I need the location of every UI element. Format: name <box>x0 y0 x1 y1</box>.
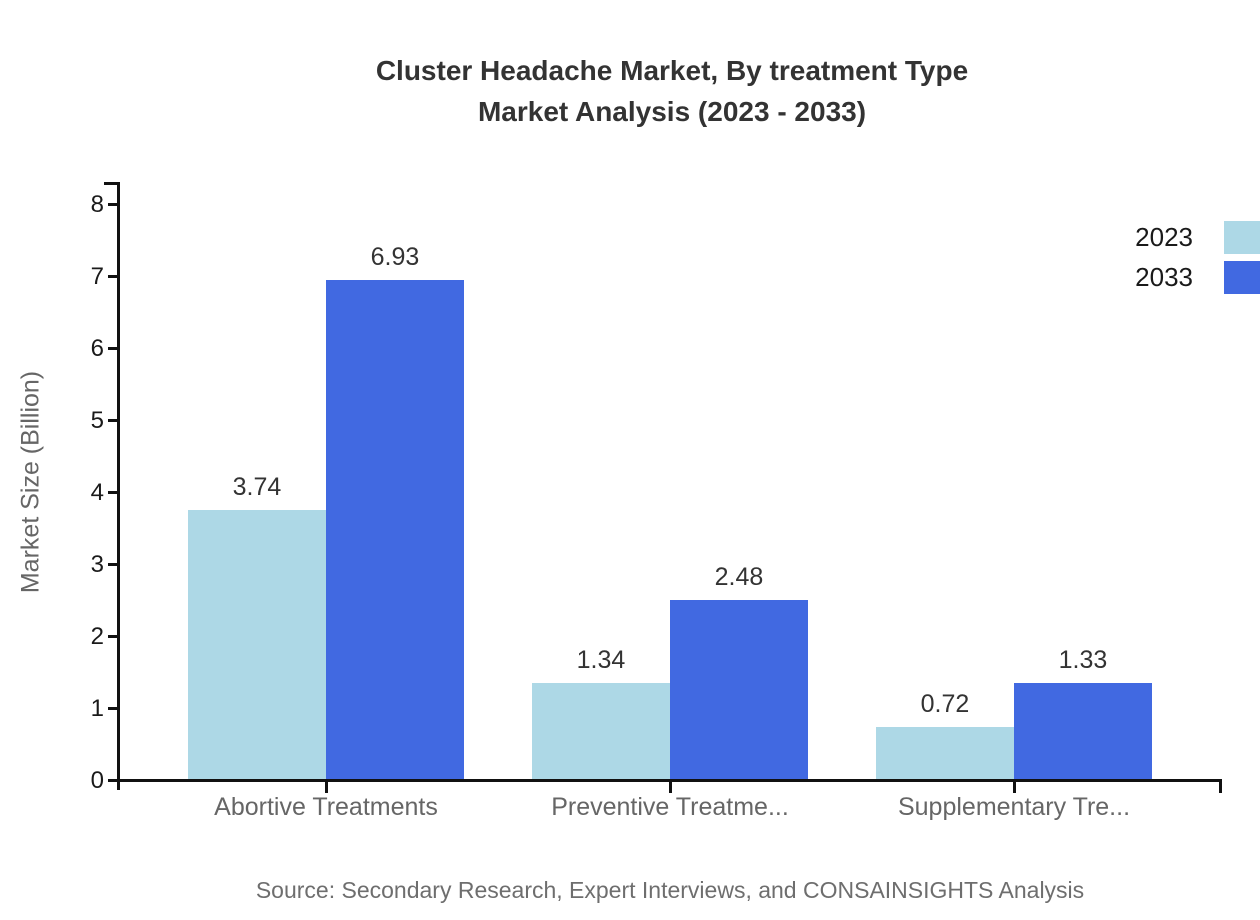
bar-2033-0 <box>326 280 464 779</box>
x-axis-category-label: Preventive Treatme... <box>551 793 789 821</box>
legend-label-2033: 2033 <box>1135 262 1193 292</box>
y-axis-tick-label: 3 <box>90 551 104 578</box>
y-axis-tick <box>108 563 117 566</box>
y-axis-tick-label: 6 <box>90 335 104 362</box>
bar-value-label: 2.48 <box>714 563 764 591</box>
y-axis-tick <box>108 707 117 710</box>
chart-title-line-1: Cluster Headache Market, By treatment Ty… <box>375 55 969 86</box>
source-attribution: Source: Secondary Research, Expert Inter… <box>255 877 1085 903</box>
x-axis-category-label: Abortive Treatments <box>214 793 438 821</box>
y-axis-tick-label: 0 <box>90 767 104 794</box>
x-axis-category-label: Supplementary Tre... <box>897 793 1131 821</box>
y-axis-tick-label: 7 <box>90 263 104 290</box>
y-axis-tick-label: 5 <box>90 407 104 434</box>
chart-title-line-2: Market Analysis (2023 - 2033) <box>477 96 867 127</box>
legend-label-2023: 2023 <box>1135 222 1193 252</box>
y-axis-tick <box>108 635 117 638</box>
bar-value-label: 6.93 <box>370 243 420 271</box>
y-axis-end-cap <box>104 182 120 185</box>
y-axis-tick <box>108 491 117 494</box>
legend-swatch-2023 <box>1224 221 1260 254</box>
chart-title: Cluster Headache Market, By treatment Ty… <box>172 50 1172 132</box>
bar-2023-1 <box>532 683 670 779</box>
bar-2033-2 <box>1014 683 1152 779</box>
y-axis-tick <box>108 419 117 422</box>
y-axis-tick <box>108 275 117 278</box>
bar-value-label: 3.74 <box>232 473 282 501</box>
y-axis-line <box>117 182 120 790</box>
y-axis-tick <box>108 347 117 350</box>
y-axis-tick-label: 2 <box>90 623 104 650</box>
bar-value-label: 1.34 <box>576 646 626 674</box>
bar-value-label: 1.33 <box>1058 646 1108 674</box>
bar-value-label: 0.72 <box>920 690 970 718</box>
x-axis-tick <box>325 782 328 793</box>
legend-swatch-2033 <box>1224 261 1260 294</box>
x-axis-tick <box>669 782 672 793</box>
y-axis-tick <box>108 203 117 206</box>
x-axis-line <box>108 779 1222 782</box>
x-axis-tick <box>1013 782 1016 793</box>
bar-2023-0 <box>188 510 326 779</box>
bar-2033-1 <box>670 600 808 779</box>
y-axis-tick-label: 4 <box>90 479 104 506</box>
y-axis-tick-label: 8 <box>90 191 104 218</box>
bar-2023-2 <box>876 727 1014 779</box>
x-axis-end-cap <box>1219 779 1222 793</box>
y-axis-tick-label: 1 <box>90 695 104 722</box>
